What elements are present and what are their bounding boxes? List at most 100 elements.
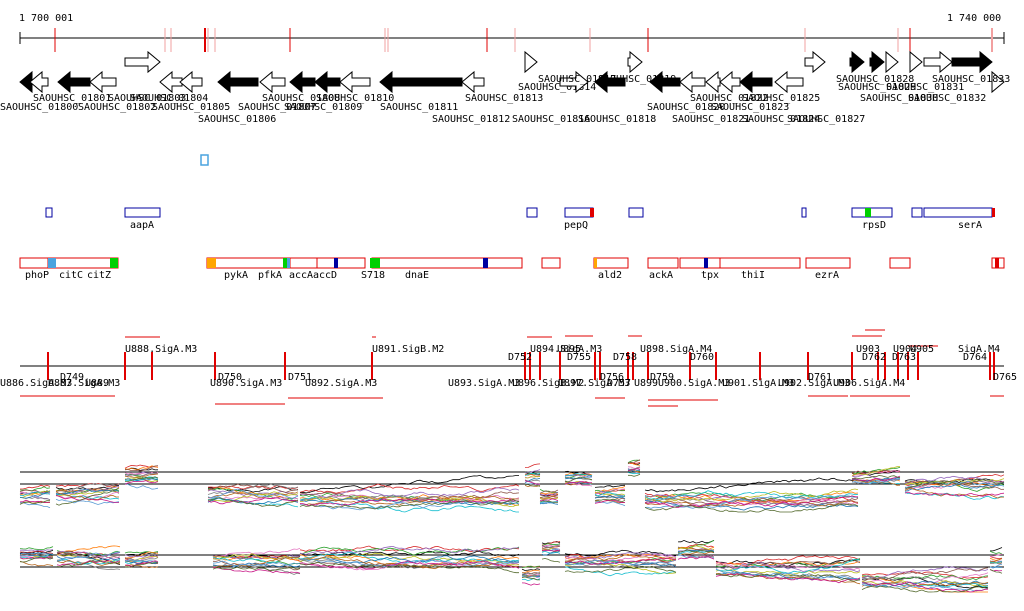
transcript-label: U894.SigA.M3: [530, 344, 602, 355]
transcript-label: D752: [508, 352, 532, 363]
gene-arrow[interactable]: [461, 70, 485, 94]
expression-line: [299, 491, 520, 502]
expression-line: [521, 576, 540, 581]
blue-feature-box[interactable]: [564, 207, 594, 218]
red-feature-box[interactable]: [889, 257, 911, 269]
gene-arrow[interactable]: [57, 70, 91, 94]
expression-line: [541, 550, 561, 556]
expression-line: [19, 560, 54, 567]
expression-line: [124, 477, 159, 483]
transcript-label: U898.SigA.M4: [640, 344, 712, 355]
gene-arrow[interactable]: [124, 50, 161, 74]
gene-arrow[interactable]: [649, 70, 681, 94]
expression-line: [521, 571, 541, 575]
gene-label: SAOUHSC_01812: [432, 114, 510, 125]
red-feature-box[interactable]: [679, 257, 721, 269]
gene-arrow[interactable]: [885, 50, 899, 74]
gene-label: SAOUHSC_01814: [518, 82, 596, 93]
expression-line: [851, 478, 901, 485]
gene-arrow[interactable]: [849, 50, 865, 74]
gene-label: SAOUHSC_01827: [787, 114, 865, 125]
blue-feature-label: serA: [958, 220, 982, 231]
gene-label: SAOUHSC_01832: [908, 93, 986, 104]
gene-arrow[interactable]: [705, 70, 721, 94]
expression-line: [851, 479, 901, 486]
red-feature-box[interactable]: [19, 257, 51, 269]
gene-arrow[interactable]: [594, 70, 626, 94]
expression-line: [564, 549, 677, 557]
red-feature-box[interactable]: [647, 257, 679, 269]
gene-arrow[interactable]: [339, 70, 371, 94]
gene-arrow[interactable]: [804, 50, 826, 74]
gene-arrow[interactable]: [774, 70, 804, 94]
transcript-label: U905: [910, 344, 934, 355]
red-feature-box[interactable]: [371, 257, 523, 269]
expression-line: [124, 564, 159, 569]
expression-line: [299, 498, 520, 507]
gene-arrow[interactable]: [524, 50, 538, 74]
gene-arrow[interactable]: [379, 70, 463, 94]
expression-line: [55, 491, 120, 499]
expression-line: [55, 488, 120, 495]
gene-arrow[interactable]: [259, 70, 286, 94]
transcript-label: U887.SigA.M3: [48, 378, 120, 389]
expression-line: [524, 472, 541, 476]
expression-line: [124, 557, 159, 563]
red-feature-box[interactable]: [289, 257, 366, 269]
red-feature-label: accD: [313, 270, 337, 281]
expression-line: [715, 568, 861, 581]
gene-arrow[interactable]: [951, 50, 993, 74]
red-feature-label: citZ: [87, 270, 111, 281]
expression-line: [299, 558, 520, 568]
expression-line: [124, 551, 159, 559]
gene-label: SAOUHSC_01811: [380, 102, 458, 113]
expression-line: [207, 488, 299, 499]
blue-feature-box[interactable]: [124, 207, 161, 218]
blue-feature-box[interactable]: [526, 207, 538, 218]
blue-feature-box[interactable]: [851, 207, 893, 218]
gene-arrow[interactable]: [314, 70, 341, 94]
expression-line: [19, 546, 54, 550]
gene-arrow[interactable]: [719, 70, 741, 94]
gene-arrow[interactable]: [869, 50, 885, 74]
gene-arrow[interactable]: [559, 70, 589, 94]
red-feature-box[interactable]: [206, 257, 318, 269]
red-feature-box[interactable]: [805, 257, 851, 269]
gene-arrow[interactable]: [89, 70, 117, 94]
red-feature-box[interactable]: [47, 257, 119, 269]
red-feature-label: ackA: [649, 270, 673, 281]
gene-arrow[interactable]: [289, 70, 316, 94]
gene-arrow[interactable]: [159, 70, 183, 94]
red-feature-box[interactable]: [593, 257, 629, 269]
expression-line: [55, 491, 119, 501]
blue-feature-box[interactable]: [923, 207, 993, 218]
expression-line: [212, 553, 301, 561]
expression-line: [715, 561, 861, 573]
expression-line: [299, 545, 519, 555]
gene-arrow[interactable]: [29, 70, 49, 94]
gene-arrow[interactable]: [923, 50, 953, 74]
transcript-label: D761: [808, 372, 832, 383]
blue-feature-box[interactable]: [911, 207, 923, 218]
blue-feature-box[interactable]: [628, 207, 644, 218]
expression-line: [851, 466, 901, 476]
gene-label: SAOUHSC_01806: [198, 114, 276, 125]
expression-line: [124, 559, 159, 564]
red-feature-label: ald2: [598, 270, 622, 281]
blue-feature-box[interactable]: [45, 207, 53, 218]
gene-arrow[interactable]: [991, 70, 1005, 94]
gene-arrow[interactable]: [627, 50, 643, 74]
gene-arrow[interactable]: [217, 70, 259, 94]
gene-label: SAOUHSC_01801: [33, 93, 111, 104]
gene-arrow[interactable]: [739, 70, 773, 94]
gene-arrow[interactable]: [909, 50, 923, 74]
red-feature-box[interactable]: [541, 257, 561, 269]
expression-line: [521, 574, 541, 578]
gene-arrow[interactable]: [179, 70, 203, 94]
gene-label: SAOUHSC_01828: [836, 74, 914, 85]
red-feature-box[interactable]: [719, 257, 801, 269]
gene-arrow[interactable]: [679, 70, 706, 94]
blue-feature-box[interactable]: [801, 207, 807, 218]
gene-arrow[interactable]: [19, 70, 33, 94]
